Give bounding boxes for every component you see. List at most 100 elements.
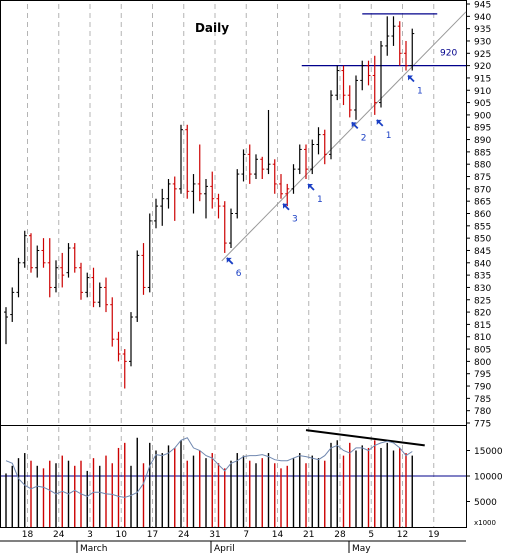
ohlc-bar [272,159,277,194]
price-tick-label: 885 [474,148,491,158]
ohlc-bar [372,55,377,115]
ohlc-bar [179,124,183,194]
price-tick-label: 805 [474,346,491,356]
ohlc-bar [66,243,71,278]
volume-average [5,437,413,498]
price-tick-label: 890 [474,136,491,146]
date-tick-label: 18 [22,530,34,540]
ohlc-bar [104,277,108,313]
price-tick-label: 835 [474,272,491,282]
price-tick-label: 935 [474,25,491,35]
price-tick-label: 795 [474,370,491,380]
price-tick-label: 870 [474,185,491,195]
chart-title: Daily [195,21,229,35]
annotation-label: 1 [386,131,392,141]
ohlc-bar [304,144,308,179]
ohlc-bar [204,178,208,219]
arrow-head [376,119,382,125]
axis-labels: 775 780 785 790 795 800 805 810 815 820 825 830 835 8… [22,1,503,555]
ohlc-bar [285,183,290,207]
date-tick-label: 21 [303,530,314,540]
ohlc-bar [347,85,352,118]
annotation-arrow: 6 [226,257,242,279]
price-tick-label: 915 [474,74,491,84]
price-tick-label: 810 [474,333,491,343]
date-tick-label: 24 [53,530,65,540]
date-tick-label: 14 [272,530,284,540]
price-tick-label: 785 [474,395,491,405]
price-tick-label: 865 [474,198,491,208]
date-tick-label: 24 [178,530,190,540]
ohlc-bar [60,252,65,288]
annotation-label: 3 [292,215,298,225]
ohlc-bar [247,144,252,184]
ohlc-bar [54,260,58,293]
ohlc-bar [16,257,21,298]
price-tick-label: 850 [474,235,491,245]
price-tick-label: 905 [474,99,491,109]
ohlc-bar [160,188,165,226]
ohlc-bar [291,164,296,194]
price-tick-label: 800 [474,358,491,368]
ohlc-bar [216,193,221,219]
price-tick-label: 860 [474,210,491,220]
ohlc-bar [379,40,383,108]
ohlc-bar [116,331,121,362]
price-bars [4,16,415,389]
ohlc-bar [191,174,196,214]
volume-tick-label: 5000 [474,498,497,508]
annotation-label: 2 [361,133,367,143]
ohlc-bar [335,65,340,101]
ohlc-bar [341,65,346,106]
ohlc-bar [266,109,271,175]
ohlc-bar [41,238,46,268]
price-tick-label: 790 [474,383,491,393]
ohlc-bar [135,250,140,322]
price-tick-label: 840 [474,259,491,269]
ohlc-bar [404,40,408,71]
arrow-head [283,203,288,209]
price-tick-label: 780 [474,407,491,417]
month-label: March [80,544,107,553]
ohlc-bar [147,213,152,293]
date-tick-label: 12 [397,530,408,540]
volume-unit-label: x1000 [474,519,496,527]
price-tick-label: 820 [474,309,491,319]
volume-tick-label: 10000 [474,473,503,483]
ohlc-bar [110,297,115,347]
ohlc-bar [35,245,40,278]
ohlc-bar [79,262,83,300]
date-tick-label: 10 [116,530,128,540]
date-tick-label: 28 [334,530,346,540]
ohlc-bar [316,127,321,155]
ohlc-bar [129,312,133,367]
annotation-label: 1 [417,87,423,97]
date-tick-label: 7 [243,530,249,540]
annotation-arrow: 1 [376,119,392,141]
ohlc-bar [385,16,390,56]
ohlc-bar [29,233,33,273]
ohlc-bar [297,144,302,175]
ohlc-bar [72,243,77,273]
price-tick-label: 925 [474,50,491,60]
annotation-arrow: 2 [351,121,367,143]
date-tick-label: 31 [209,530,220,540]
ohlc-bar [91,267,96,308]
price-tick-label: 825 [474,296,491,306]
ohlc-bar [235,169,240,219]
price-tick-label: 880 [474,161,491,171]
ohlc-bar [10,287,15,322]
ohlc-bar [85,272,90,298]
ohlc-bar [260,156,265,179]
date-tick-label: 17 [147,530,158,540]
arrow-head [351,122,357,128]
ohlc-bar [197,144,202,202]
annotation-arrow: 1 [407,74,423,97]
date-tick-label: 19 [428,530,440,540]
ohlc-bar [185,124,190,199]
price-tick-label: 930 [474,37,491,47]
ohlc-bar [154,198,158,229]
ohlc-bar [397,21,402,66]
ohlc-bar [222,201,227,253]
